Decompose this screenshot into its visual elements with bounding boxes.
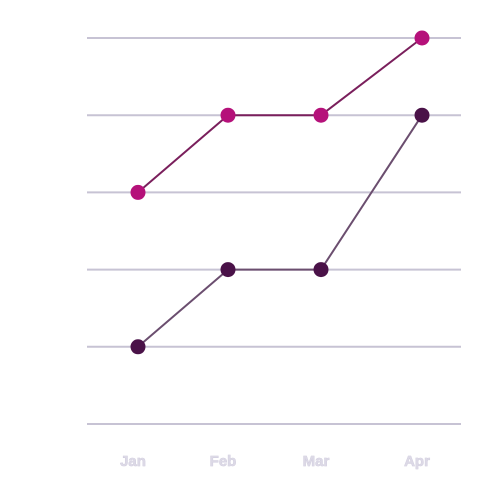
data-point-s1-mar[interactable] <box>313 107 329 123</box>
data-point-s2-feb[interactable] <box>220 262 236 278</box>
series-group <box>130 30 430 355</box>
data-point-s1-apr[interactable] <box>414 30 430 46</box>
series-line-1 <box>137 37 423 194</box>
x-tick-label-apr: Apr <box>404 453 430 470</box>
x-axis-labels: Jan Feb Mar Apr <box>120 453 431 471</box>
data-point-s2-jan[interactable] <box>130 339 146 355</box>
data-point-s1-feb[interactable] <box>220 107 236 123</box>
data-point-s2-mar[interactable] <box>313 262 329 278</box>
gridlines <box>87 37 461 425</box>
data-point-s1-jan[interactable] <box>130 184 146 200</box>
x-tick-label-mar: Mar <box>303 453 330 470</box>
data-point-s2-apr[interactable] <box>414 107 430 123</box>
series-line-2 <box>137 114 423 348</box>
x-tick-label-feb: Feb <box>210 453 237 470</box>
x-tick-label-jan: Jan <box>120 453 146 470</box>
